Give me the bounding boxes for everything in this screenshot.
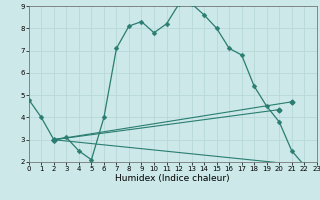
X-axis label: Humidex (Indice chaleur): Humidex (Indice chaleur): [116, 174, 230, 183]
